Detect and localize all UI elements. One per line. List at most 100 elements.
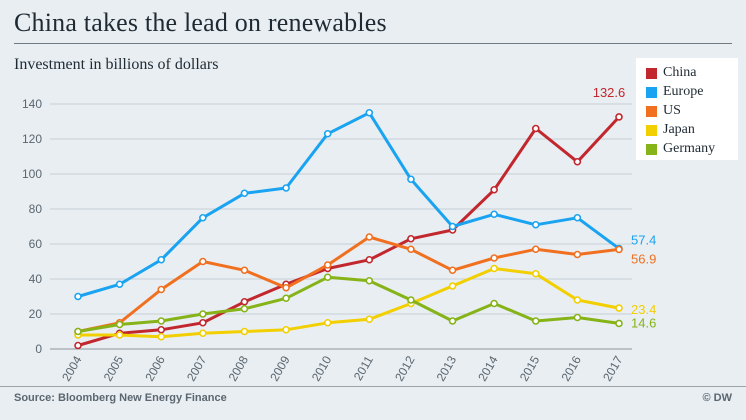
data-point-us	[531, 245, 540, 254]
data-point-japan	[615, 304, 623, 312]
end-label-china: 132.6	[593, 85, 626, 100]
data-point-china	[490, 185, 498, 194]
end-label-japan: 23.4	[631, 302, 656, 317]
data-point-europe	[490, 210, 498, 219]
data-point-europe	[448, 222, 457, 231]
data-point-us	[490, 254, 498, 262]
data-point-europe	[282, 184, 290, 192]
series-line-china	[76, 115, 621, 347]
y-tick-label: 40	[29, 272, 43, 286]
x-tick-label: 2013	[434, 353, 460, 383]
data-point-china	[615, 113, 623, 121]
data-point-japan	[199, 329, 207, 338]
data-point-japan	[490, 264, 498, 273]
legend-swatch	[646, 124, 657, 136]
series-line-japan	[76, 267, 621, 339]
data-point-germany	[115, 320, 124, 329]
legend-item-europe: Europe	[646, 83, 703, 101]
legend-label: US	[663, 103, 681, 118]
y-tick-label: 100	[22, 167, 42, 181]
legend-item-us: US	[646, 102, 681, 120]
series-line-us	[76, 235, 621, 333]
series-line-germany	[76, 275, 621, 333]
data-point-china	[240, 297, 249, 306]
line-chart: 0 20 40 60 80 100 120 140 2004 2005 2006 2007 2008 20…	[22, 85, 656, 384]
data-point-japan	[282, 325, 290, 334]
data-point-europe	[407, 175, 415, 184]
data-point-china	[407, 234, 415, 243]
data-point-us	[240, 266, 249, 275]
data-point-germany	[531, 317, 540, 325]
x-tick-label: 2012	[392, 353, 418, 383]
data-point-china	[157, 325, 166, 334]
data-point-germany	[157, 317, 166, 325]
series-line-europe	[76, 111, 621, 298]
data-point-europe	[157, 255, 166, 264]
data-point-us	[448, 266, 457, 275]
data-point-germany	[615, 319, 623, 328]
x-tick-label: 2010	[309, 353, 335, 383]
legend-label: Japan	[663, 122, 695, 137]
x-tick-label: 2004	[59, 353, 85, 383]
data-point-japan	[531, 269, 540, 278]
data-point-japan	[240, 327, 249, 336]
y-tick-label: 120	[22, 132, 42, 146]
data-point-germany	[240, 304, 249, 313]
legend-item-china: China	[646, 64, 696, 82]
data-point-china	[531, 124, 540, 133]
data-point-europe	[74, 292, 82, 301]
data-point-japan	[323, 318, 332, 327]
legend-swatch	[646, 67, 657, 79]
x-tick-label: 2009	[267, 353, 293, 383]
data-point-germany	[407, 296, 415, 304]
y-tick-label: 80	[29, 202, 43, 216]
legend-label: Europe	[663, 84, 704, 99]
title-divider	[14, 43, 732, 44]
x-tick-label: 2017	[600, 353, 626, 383]
data-point-germany	[490, 299, 498, 308]
end-label-europe: 57.4	[631, 233, 656, 248]
data-point-germany	[323, 273, 332, 282]
data-point-us	[573, 250, 582, 259]
legend-swatch	[646, 86, 657, 98]
data-point-germany	[365, 276, 374, 285]
legend-swatch	[646, 143, 657, 155]
legend-label: Germany	[663, 141, 716, 156]
legend-swatch	[646, 105, 657, 117]
data-point-europe	[323, 129, 332, 138]
data-point-europe	[199, 213, 207, 222]
x-tick-label: 2005	[101, 353, 127, 383]
x-tick-label: 2016	[559, 353, 585, 383]
data-point-europe	[115, 280, 124, 289]
data-point-us	[199, 257, 207, 266]
legend-item-germany: Germany	[646, 140, 715, 158]
data-point-germany	[448, 317, 457, 325]
data-point-japan	[448, 282, 457, 290]
chart-title: China takes the lead on renewables	[14, 8, 387, 37]
data-point-europe	[365, 108, 374, 117]
data-point-germany	[282, 294, 290, 303]
data-point-us	[365, 233, 374, 241]
data-point-china	[365, 255, 374, 264]
data-point-germany	[573, 313, 582, 322]
data-point-japan	[365, 315, 374, 324]
credit-note: © DW	[702, 392, 733, 404]
data-point-us	[615, 245, 623, 254]
chart-legend: China Europe US Japan Germany	[636, 58, 738, 160]
x-tick-label: 2014	[475, 353, 501, 383]
y-tick-label: 0	[35, 342, 42, 356]
footer-divider	[0, 386, 746, 387]
data-point-china	[573, 157, 582, 166]
x-tick-label: 2007	[184, 353, 210, 383]
y-tick-label: 20	[29, 307, 43, 321]
data-point-japan	[157, 332, 166, 341]
data-point-germany	[199, 310, 207, 318]
data-point-japan	[573, 296, 582, 304]
y-tick-label: 140	[22, 97, 42, 111]
x-tick-label: 2006	[142, 353, 168, 383]
data-point-europe	[240, 189, 249, 198]
end-label-us: 56.9	[631, 251, 656, 266]
data-point-us	[323, 261, 332, 269]
data-point-germany	[74, 327, 82, 336]
x-tick-label: 2015	[517, 353, 543, 383]
